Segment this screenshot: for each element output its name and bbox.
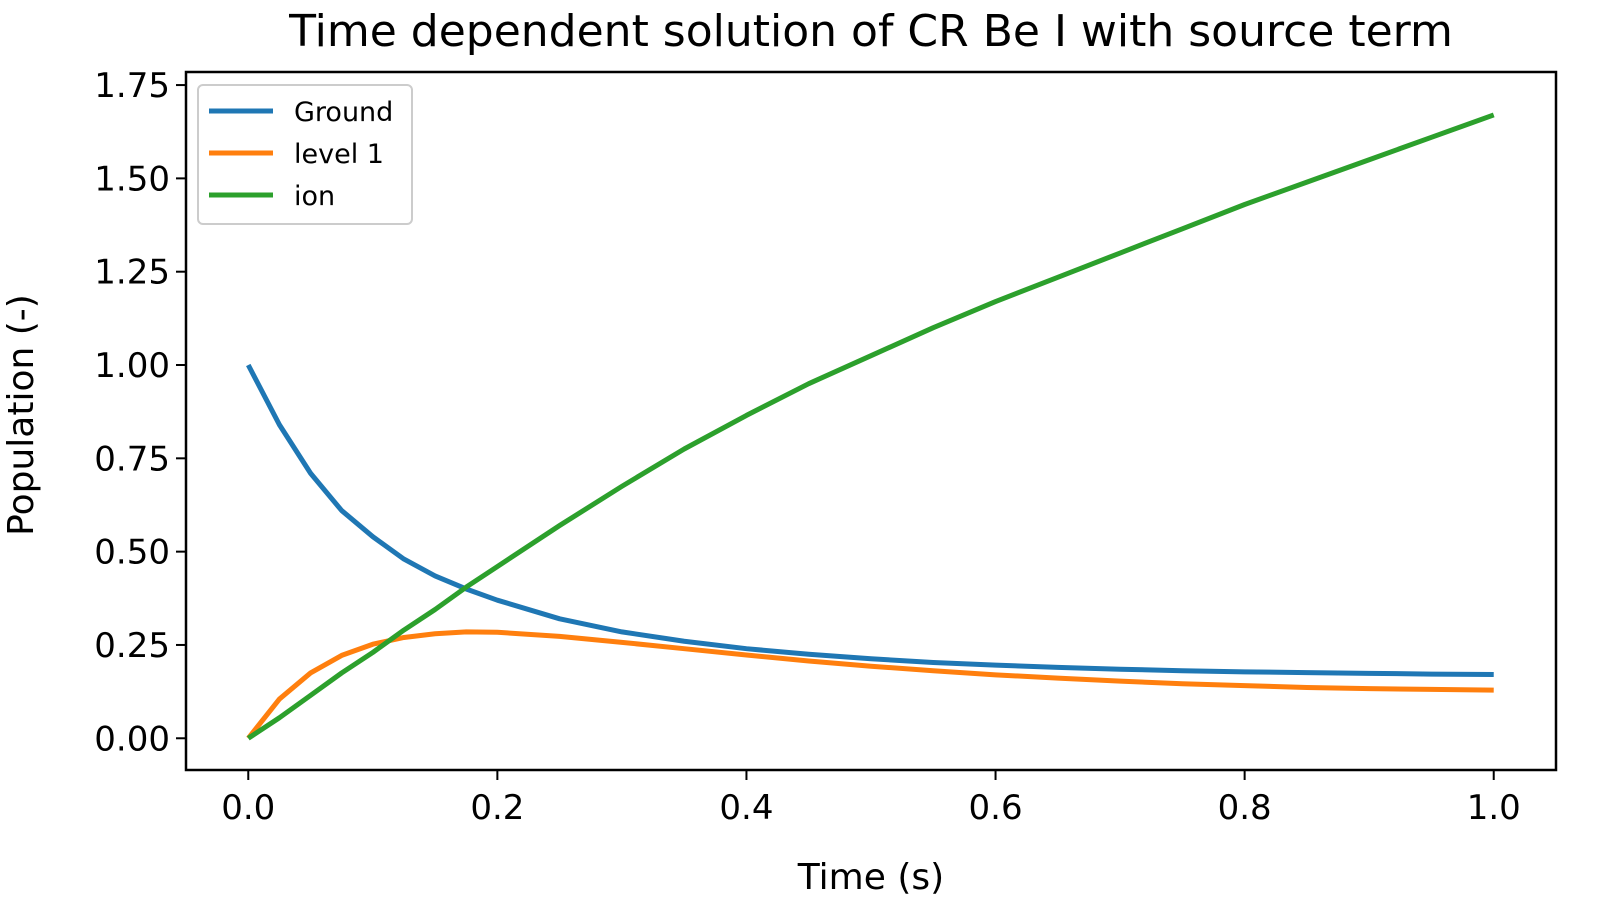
plot-frame [184,70,1558,772]
legend-label: ion [294,181,335,212]
legend-label: level 1 [294,139,384,170]
y-tick-label: 0.75 [94,439,170,479]
legend-label: Ground [294,97,393,128]
x-axis-title: Time (s) [797,857,944,898]
chart-title: Time dependent solution of CR Be I with … [288,6,1453,57]
x-tick-label: 0.0 [221,788,275,828]
y-tick-label: 1.75 [94,66,170,106]
y-tick-label: 0.00 [94,719,170,759]
y-tick-label: 0.25 [94,626,170,666]
x-tick-label: 0.6 [969,788,1023,828]
y-tick-label: 1.00 [94,346,170,386]
y-tick-label: 1.50 [94,159,170,199]
x-tick-label: 1.0 [1467,788,1521,828]
legend-box [197,84,413,225]
x-tick-label: 0.8 [1218,788,1272,828]
x-tick-label: 0.4 [719,788,773,828]
series-line-ion [246,112,1495,741]
series-line-level-1 [246,629,1494,740]
y-axis-title: Population (-) [1,294,42,536]
series-line-ground [246,363,1494,677]
y-tick-label: 1.25 [94,253,170,293]
legend: Ground level 1 ion [197,84,413,225]
x-tick-label: 0.2 [470,788,524,828]
y-tick-label: 0.50 [94,533,170,573]
